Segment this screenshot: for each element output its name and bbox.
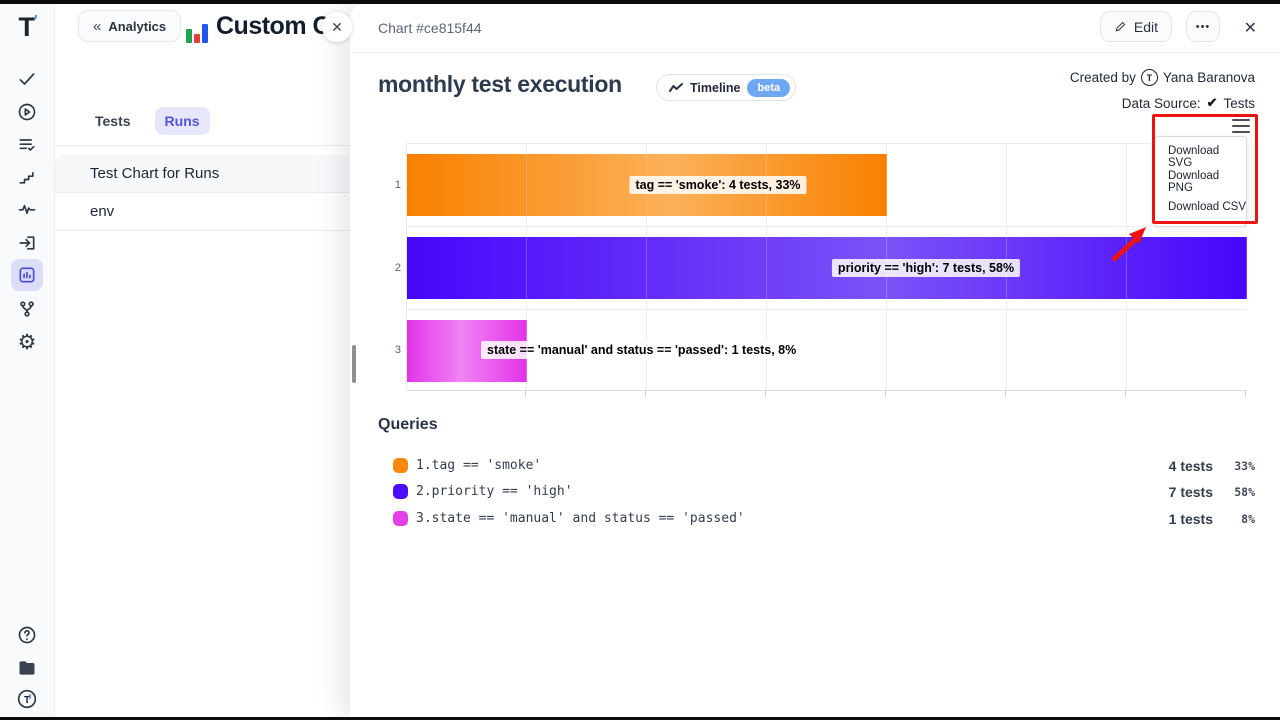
settings-gear-icon[interactable]: ⚙: [17, 330, 37, 354]
query-tests-count: 7 tests: [1168, 483, 1213, 500]
queries-heading: Queries: [378, 416, 438, 433]
bar-priority-high[interactable]: [407, 237, 1247, 299]
query-tests-count: 1 tests: [1168, 510, 1213, 527]
query-percent: 8%: [1241, 511, 1255, 526]
bar-row-3: 3 state == 'manual' and status == 'passe…: [395, 309, 1247, 391]
query-color-swatch: [393, 458, 408, 473]
back-button-label: Analytics: [108, 18, 167, 34]
query-color-swatch: [393, 484, 408, 499]
chevrons-left-icon: «: [93, 17, 102, 35]
data-source-value: Tests: [1223, 95, 1255, 111]
window-chrome-bottom: [0, 717, 1280, 720]
download-svg-item[interactable]: Download SVG: [1168, 144, 1220, 169]
pencil-icon: [1115, 21, 1126, 32]
activity-icon[interactable]: [14, 196, 40, 222]
more-options-button[interactable]: •••: [1186, 11, 1220, 42]
download-menu: Download SVG Download PNG Download CSV: [1154, 136, 1247, 227]
query-number: 1.: [416, 458, 432, 473]
stairs-icon[interactable]: [14, 164, 40, 190]
edit-button[interactable]: Edit: [1099, 11, 1172, 42]
query-number: 2.: [416, 484, 432, 499]
charts-list-panel: « Analytics Custom C( Tests Runs Test Ch…: [55, 4, 355, 717]
folder-icon[interactable]: [14, 655, 40, 681]
chart-detail-panel: ✕ Chart #ce815f44 Edit ••• ✕ monthly tes…: [322, 4, 1280, 717]
author-name: Yana Baranova: [1162, 70, 1255, 85]
y-axis-label: 3: [394, 344, 401, 356]
window-chrome-top: [0, 0, 1280, 4]
overlay-header: Chart #ce815f44 Edit ••• ✕: [350, 4, 1280, 53]
panel-close-button[interactable]: ✕: [322, 12, 352, 42]
list-item-env[interactable]: env: [55, 193, 355, 231]
check-icon: ✔: [1206, 95, 1218, 110]
page-title: Custom C(: [216, 12, 335, 40]
tests-runs-tabs: Tests Runs: [85, 107, 210, 135]
colored-bar-chart-icon: [186, 17, 210, 43]
svg-text:T: T: [24, 695, 30, 706]
query-expression: state == 'manual' and status == 'passed': [431, 511, 745, 526]
tab-tests[interactable]: Tests: [95, 113, 131, 129]
play-circle-icon[interactable]: [14, 99, 40, 125]
query-percent: 58%: [1234, 484, 1255, 499]
chart-ref-label: Chart #ce815f44: [378, 20, 482, 36]
tab-runs[interactable]: Runs: [154, 107, 210, 135]
beta-badge: beta: [747, 78, 791, 97]
query-row-2: 2. priority == 'high' 7 tests 58%: [393, 478, 1255, 505]
chart-title: monthly test execution: [378, 71, 622, 97]
y-axis-label: 1: [394, 179, 401, 191]
bar-label: tag == 'smoke': 4 tests, 33%: [629, 176, 807, 194]
x-axis-ticks: [406, 391, 1247, 397]
bar-chart-plot: 1 tag == 'smoke': 4 tests, 33% 2 priorit…: [395, 143, 1247, 391]
close-icon: ✕: [331, 18, 343, 35]
back-to-analytics-button[interactable]: « Analytics: [78, 10, 182, 42]
ellipsis-icon: •••: [1195, 20, 1211, 33]
list-check-icon[interactable]: [14, 132, 40, 158]
trend-line-icon: [669, 83, 683, 92]
overlay-close-icon[interactable]: ✕: [1243, 20, 1257, 37]
git-branch-icon[interactable]: [14, 296, 40, 322]
query-percent: 33%: [1234, 458, 1255, 473]
icon-sidebar: T' ⚙ T: [0, 4, 55, 717]
sign-in-icon[interactable]: [14, 230, 40, 256]
query-tests-count: 4 tests: [1168, 457, 1213, 474]
created-by-row: Created by T ' Yana Baranova: [1069, 69, 1255, 86]
list-item-test-chart-for-runs[interactable]: Test Chart for Runs: [55, 155, 355, 193]
query-expression: tag == 'smoke': [431, 458, 542, 473]
query-expression: priority == 'high': [431, 484, 573, 499]
bar-label: priority == 'high': 7 tests, 58%: [831, 259, 1021, 277]
chart-menu-button[interactable]: [1232, 119, 1250, 133]
y-axis-label: 2: [394, 262, 401, 274]
author-avatar: T ': [1140, 69, 1158, 86]
query-color-swatch: [393, 511, 408, 526]
annotation-arrow: [1111, 227, 1146, 262]
check-icon[interactable]: [14, 66, 40, 92]
tabs-divider: [55, 145, 355, 146]
timeline-toggle-button[interactable]: Timeline beta: [656, 74, 797, 101]
bar-chart-icon[interactable]: [11, 259, 43, 291]
data-source-row: Data Source: ✔ Tests: [1121, 95, 1255, 111]
query-row-3: 3. state == 'manual' and status == 'passe…: [393, 505, 1255, 532]
download-png-item[interactable]: Download PNG: [1168, 169, 1220, 194]
bar-label: state == 'manual' and status == 'passed'…: [481, 341, 803, 359]
scrollbar-thumb[interactable]: [352, 345, 356, 383]
testomat-logo[interactable]: T': [18, 12, 37, 42]
bar-row-1: 1 tag == 'smoke': 4 tests, 33%: [395, 143, 1247, 226]
help-icon[interactable]: [14, 622, 40, 648]
query-row-1: 1. tag == 'smoke' 4 tests 33%: [393, 452, 1255, 479]
testomat-footer-logo[interactable]: T: [14, 686, 40, 712]
download-csv-item[interactable]: Download CSV: [1168, 200, 1246, 213]
query-number: 3.: [416, 511, 432, 526]
bar-row-2: 2 priority == 'high': 7 tests, 58%: [395, 226, 1247, 309]
